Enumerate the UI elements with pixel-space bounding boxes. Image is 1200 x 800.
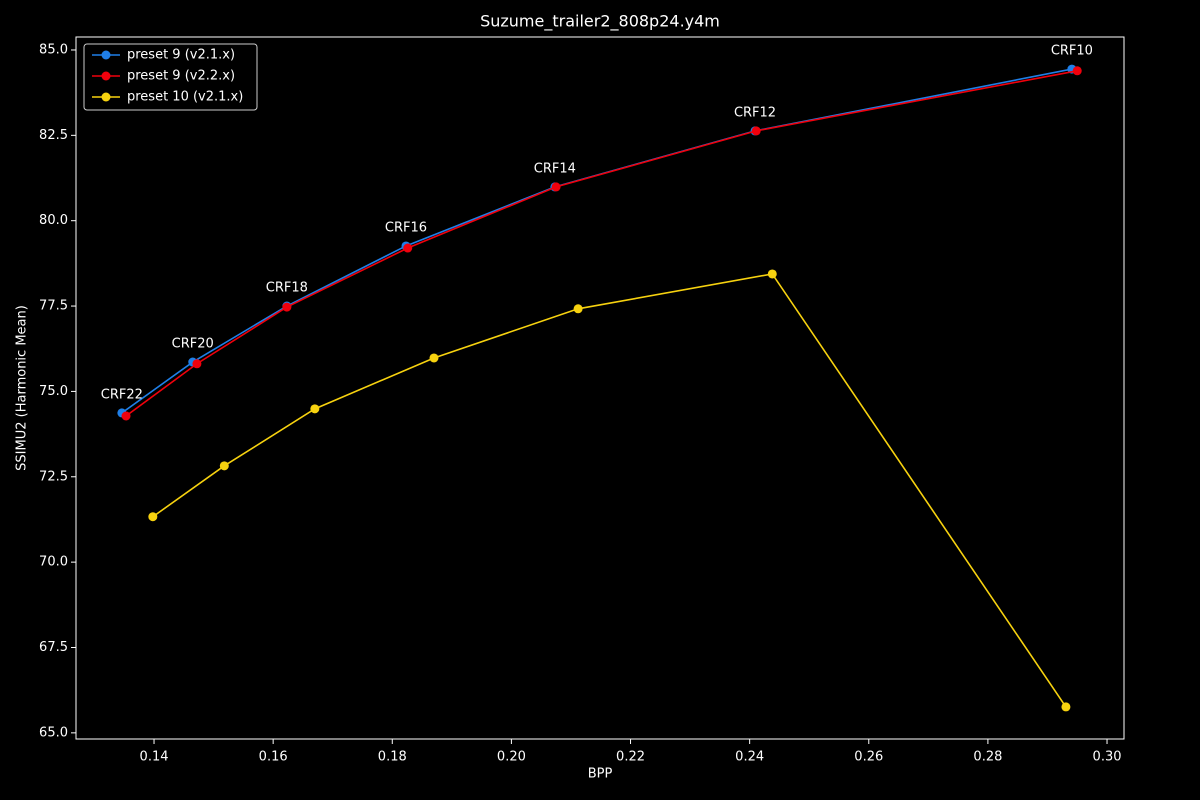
x-tick-label: 0.18 <box>378 750 407 765</box>
y-tick-label: 70.0 <box>39 555 68 570</box>
x-axis-label: BPP <box>588 767 613 782</box>
data-point <box>148 512 158 522</box>
annotation: CRF18 <box>266 281 308 296</box>
plot-frame <box>75 36 1125 740</box>
annotation: CRF12 <box>734 105 776 120</box>
data-point <box>1061 702 1071 712</box>
x-tick-label: 0.16 <box>259 750 288 765</box>
data-point <box>282 302 292 312</box>
data-point <box>192 359 202 369</box>
data-point <box>403 243 413 253</box>
legend-box <box>83 43 258 111</box>
legend-label: preset 9 (v2.1.x) <box>127 48 235 63</box>
data-point <box>310 404 320 414</box>
x-tick-label: 0.24 <box>735 750 764 765</box>
annotation: CRF20 <box>172 337 214 352</box>
annotation: CRF10 <box>1051 44 1093 59</box>
data-point <box>219 461 229 471</box>
data-point <box>573 304 583 314</box>
annotation: CRF16 <box>385 220 427 235</box>
y-tick-label: 75.0 <box>39 384 68 399</box>
data-point <box>767 269 777 279</box>
y-tick-label: 65.0 <box>39 725 68 740</box>
y-tick-label: 72.5 <box>39 469 68 484</box>
y-tick-label: 80.0 <box>39 213 68 228</box>
x-tick-label: 0.22 <box>616 750 645 765</box>
annotation: CRF14 <box>534 161 576 176</box>
x-tick-label: 0.30 <box>1093 750 1122 765</box>
x-tick-label: 0.28 <box>973 750 1002 765</box>
legend-marker <box>101 71 111 81</box>
x-tick-label: 0.26 <box>854 750 883 765</box>
y-tick-label: 67.5 <box>39 640 68 655</box>
y-tick-label: 85.0 <box>39 42 68 57</box>
y-tick-label: 82.5 <box>39 128 68 143</box>
y-tick-label: 77.5 <box>39 299 68 314</box>
legend-label: preset 10 (v2.1.x) <box>127 90 243 105</box>
data-point <box>429 353 439 363</box>
x-tick-label: 0.20 <box>497 750 526 765</box>
chart-title: Suzume_trailer2_808p24.y4m <box>480 12 720 32</box>
data-point <box>551 182 561 192</box>
data-point <box>121 411 131 421</box>
y-axis-label: SSIMU2 (Harmonic Mean) <box>15 305 30 471</box>
x-tick-label: 0.14 <box>140 750 169 765</box>
data-point <box>1072 66 1082 76</box>
legend-marker <box>101 50 111 60</box>
data-point <box>751 126 761 136</box>
annotation: CRF22 <box>101 387 143 402</box>
legend-marker <box>101 92 111 102</box>
legend-label: preset 9 (v2.2.x) <box>127 69 235 84</box>
